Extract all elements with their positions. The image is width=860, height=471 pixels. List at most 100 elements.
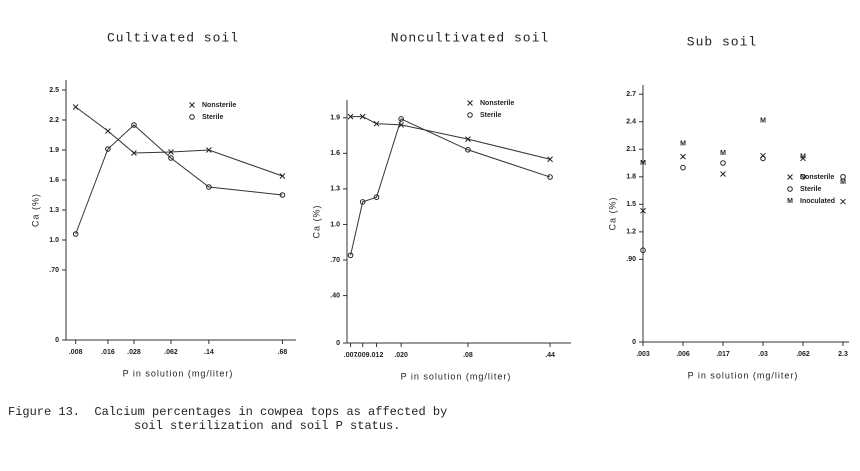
x-tick-label: .028 <box>127 349 141 356</box>
x-tick-label: .003 <box>636 351 650 358</box>
marker <box>760 155 766 162</box>
x-tick-label: .03 <box>758 351 768 358</box>
marker <box>398 116 404 122</box>
marker <box>131 122 137 128</box>
marker <box>640 207 646 214</box>
x-tick-label: .44 <box>545 352 555 359</box>
marker <box>373 194 380 200</box>
y-tick-label: 2.4 <box>626 119 636 126</box>
y-tick-label: .70 <box>330 257 340 264</box>
x-tick-label: .012 <box>370 352 384 359</box>
chart-title: Sub soil <box>687 34 757 49</box>
x-tick-label: .008 <box>69 349 83 356</box>
y-tick-label: 1.8 <box>626 174 636 181</box>
marker: M <box>680 141 686 148</box>
y-tick-label: 1.9 <box>330 115 340 122</box>
marker <box>72 231 79 237</box>
series-line <box>75 106 283 177</box>
marker <box>347 113 354 120</box>
y-axis-label: Ca (%) <box>311 204 321 238</box>
caption: Figure 13. Calcium percentages in cowpea… <box>8 405 447 419</box>
y-tick-label: 0 <box>55 337 59 344</box>
marker <box>840 173 846 180</box>
caption: soil sterilization and soil P status. <box>134 419 400 433</box>
x-axis-label: P in solution (mg/liter) <box>401 371 512 381</box>
y-tick-label: 1.6 <box>49 177 59 184</box>
legend-label: Nonsterile <box>800 174 834 181</box>
marker <box>547 156 553 163</box>
marker <box>359 113 366 120</box>
y-tick-label: 1.0 <box>49 237 59 244</box>
marker <box>279 173 286 179</box>
marker <box>720 171 726 177</box>
y-axis-label: Ca (%) <box>607 196 617 230</box>
marker <box>168 149 174 155</box>
y-tick-label: 2.5 <box>49 87 59 94</box>
series-line <box>350 118 551 256</box>
y-tick-label: 1.3 <box>49 207 59 214</box>
marker <box>206 184 212 190</box>
marker <box>467 100 473 106</box>
legend-label: Nonsterile <box>202 102 236 109</box>
marker <box>373 120 380 127</box>
x-tick-label: .062 <box>796 351 810 358</box>
y-tick-label: 0 <box>632 339 636 346</box>
series-line <box>75 124 283 235</box>
y-tick-label: 1.5 <box>626 201 636 208</box>
marker <box>840 198 846 205</box>
x-tick-label: .14 <box>204 349 214 356</box>
x-tick-label: .016 <box>101 349 115 356</box>
marker: M <box>720 150 726 157</box>
x-tick-label: .006 <box>676 351 690 358</box>
x-tick-label: .062 <box>164 349 178 356</box>
marker: M <box>760 118 766 125</box>
legend-label: Inoculated <box>800 198 835 205</box>
marker <box>465 136 471 142</box>
marker <box>800 173 806 180</box>
y-tick-label: 1.9 <box>49 147 59 154</box>
marker <box>800 155 806 162</box>
marker: M <box>840 179 846 186</box>
marker <box>787 186 793 192</box>
x-tick-label: .017 <box>716 351 730 358</box>
y-tick-label: .40 <box>330 292 340 299</box>
marker: M <box>640 160 646 167</box>
x-axis-label: P in solution (mg/liter) <box>688 370 799 380</box>
marker: M <box>787 198 793 205</box>
marker <box>189 114 195 120</box>
marker <box>467 112 473 118</box>
marker: M <box>800 153 806 160</box>
x-tick-label: .009 <box>356 352 370 359</box>
legend-label: Sterile <box>202 114 224 121</box>
marker <box>680 153 686 160</box>
legend-label: Sterile <box>800 186 822 193</box>
y-tick-label: 1.6 <box>330 150 340 157</box>
marker <box>206 147 212 153</box>
marker <box>105 128 111 134</box>
y-tick-label: .90 <box>626 256 636 263</box>
marker <box>359 199 366 205</box>
series-line <box>350 116 551 160</box>
y-tick-label: 1.3 <box>330 186 340 193</box>
y-tick-label: 0 <box>336 340 340 347</box>
y-tick-label: 2.7 <box>626 91 636 98</box>
x-axis-label: P in solution (mg/liter) <box>123 368 234 378</box>
marker <box>105 146 111 152</box>
x-tick-label: .08 <box>463 352 473 359</box>
marker <box>347 252 354 259</box>
legend-label: Nonsterile <box>480 100 514 107</box>
marker <box>72 104 79 110</box>
marker <box>279 192 286 198</box>
y-tick-label: 2.2 <box>49 117 59 124</box>
marker <box>640 247 646 254</box>
marker <box>189 102 195 108</box>
y-tick-label: 2.1 <box>626 146 636 153</box>
x-tick-label: .020 <box>394 352 408 359</box>
legend-label: Sterile <box>480 112 502 119</box>
marker <box>720 160 726 166</box>
y-axis-label: Ca (%) <box>30 193 40 227</box>
y-tick-label: 1.0 <box>330 221 340 228</box>
chart-title: Cultivated soil <box>107 30 239 45</box>
marker <box>131 150 137 156</box>
